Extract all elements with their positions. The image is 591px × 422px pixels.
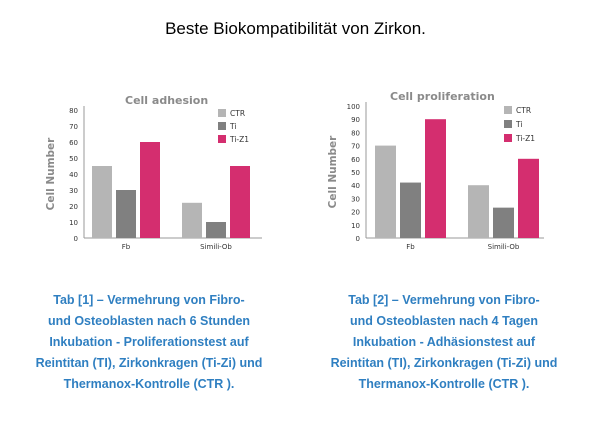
y-tick-label: 70 [351,143,360,151]
y-tick-label: 50 [351,169,360,177]
page-title: Beste Biokompatibilität von Zirkon. [165,19,426,38]
cell-adhesion-chart: Cell adhesion Cell Number 0 10 20 30 40 50 60 70 8… [45,94,262,251]
y-tick-label: 60 [69,139,78,147]
y-tick-label: 10 [351,222,360,230]
legend-swatch [504,106,512,114]
x-tick-label: Fb [406,243,415,251]
bar-ctr-simili-ob [468,185,489,238]
y-tick-label: 100 [347,103,360,111]
legend-label: CTR [230,109,245,118]
caption-line: Reintitan (TI), Zirkonkragen (Ti-Zi) und [330,356,558,370]
y-tick-label: 20 [351,209,360,217]
chart-title: Cell adhesion [125,94,208,107]
legend-swatch [218,135,226,143]
y-tick-label: 40 [351,182,360,190]
bar-ti-z1-simili-ob [518,158,539,238]
legend-swatch [218,109,226,117]
y-tick-label: 90 [351,116,360,124]
caption-line: und Osteoblasten nach 4 Tagen [350,314,538,328]
caption-line: Thermanox-Kontrolle (CTR ). [358,377,530,391]
legend-swatch [504,134,512,142]
bar-ti-z1-fb [140,142,160,238]
x-tick-label: Simili-Ob [200,243,232,251]
y-axis-label: Cell Number [45,137,57,211]
legend-swatch [504,120,512,128]
y-tick-label: 80 [69,107,78,115]
y-tick-label: 10 [69,219,78,227]
caption-line: Thermanox-Kontrolle (CTR ). [63,377,235,391]
x-tick-label: Fb [122,243,131,251]
caption-line: Tab [1] – Vermehrung von Fibro- [53,293,245,307]
caption-line: Tab [2] – Vermehrung von Fibro- [348,293,540,307]
caption-line: Inkubation - Proliferationstest auf [49,335,249,349]
legend-label: CTR [516,106,531,115]
bar-ti-z1-simili-ob [230,166,250,238]
caption-tab-1: Tab [1] – Vermehrung von Fibro- und Oste… [14,290,284,395]
cell-proliferation-chart: Cell proliferation Cell Number 0 10 20 30 40 50… [327,90,544,251]
bar-ti-z1-fb [425,119,446,238]
bar-ti-fb [116,190,136,238]
y-axis-label: Cell Number [327,135,339,209]
y-tick-label: 30 [351,195,360,203]
caption-line: und Osteoblasten nach 6 Stunden [47,314,251,328]
bar-ti-simili-ob [206,222,226,238]
legend-swatch [218,122,226,130]
legend-label: Ti-Z1 [229,135,249,144]
chart-title: Cell proliferation [390,90,495,103]
bar-ctr-fb [92,166,112,238]
y-tick-label: 80 [351,129,360,137]
legend-label: Ti-Z1 [515,134,535,143]
bar-ti-simili-ob [493,207,514,238]
y-tick-label: 70 [69,123,78,131]
x-tick-label: Simili-Ob [488,243,520,251]
y-tick-label: 0 [74,235,78,243]
y-tick-label: 0 [356,235,360,243]
legend-label: Ti [515,120,522,129]
bar-ti-fb [400,182,421,238]
y-tick-label: 60 [351,156,360,164]
legend-label: Ti [229,122,236,131]
y-tick-label: 50 [69,155,78,163]
caption-line: Inkubation - Adhäsionstest auf [352,335,536,349]
y-tick-label: 30 [69,187,78,195]
bar-ctr-simili-ob [182,202,202,238]
caption-tab-2: Tab [2] – Vermehrung von Fibro- und Oste… [309,290,579,395]
caption-line: Reintitan (TI), Zirkonkragen (Ti-Zi) und [35,356,263,370]
bar-ctr-fb [375,145,396,238]
y-tick-label: 40 [69,171,78,179]
y-tick-label: 20 [69,203,78,211]
